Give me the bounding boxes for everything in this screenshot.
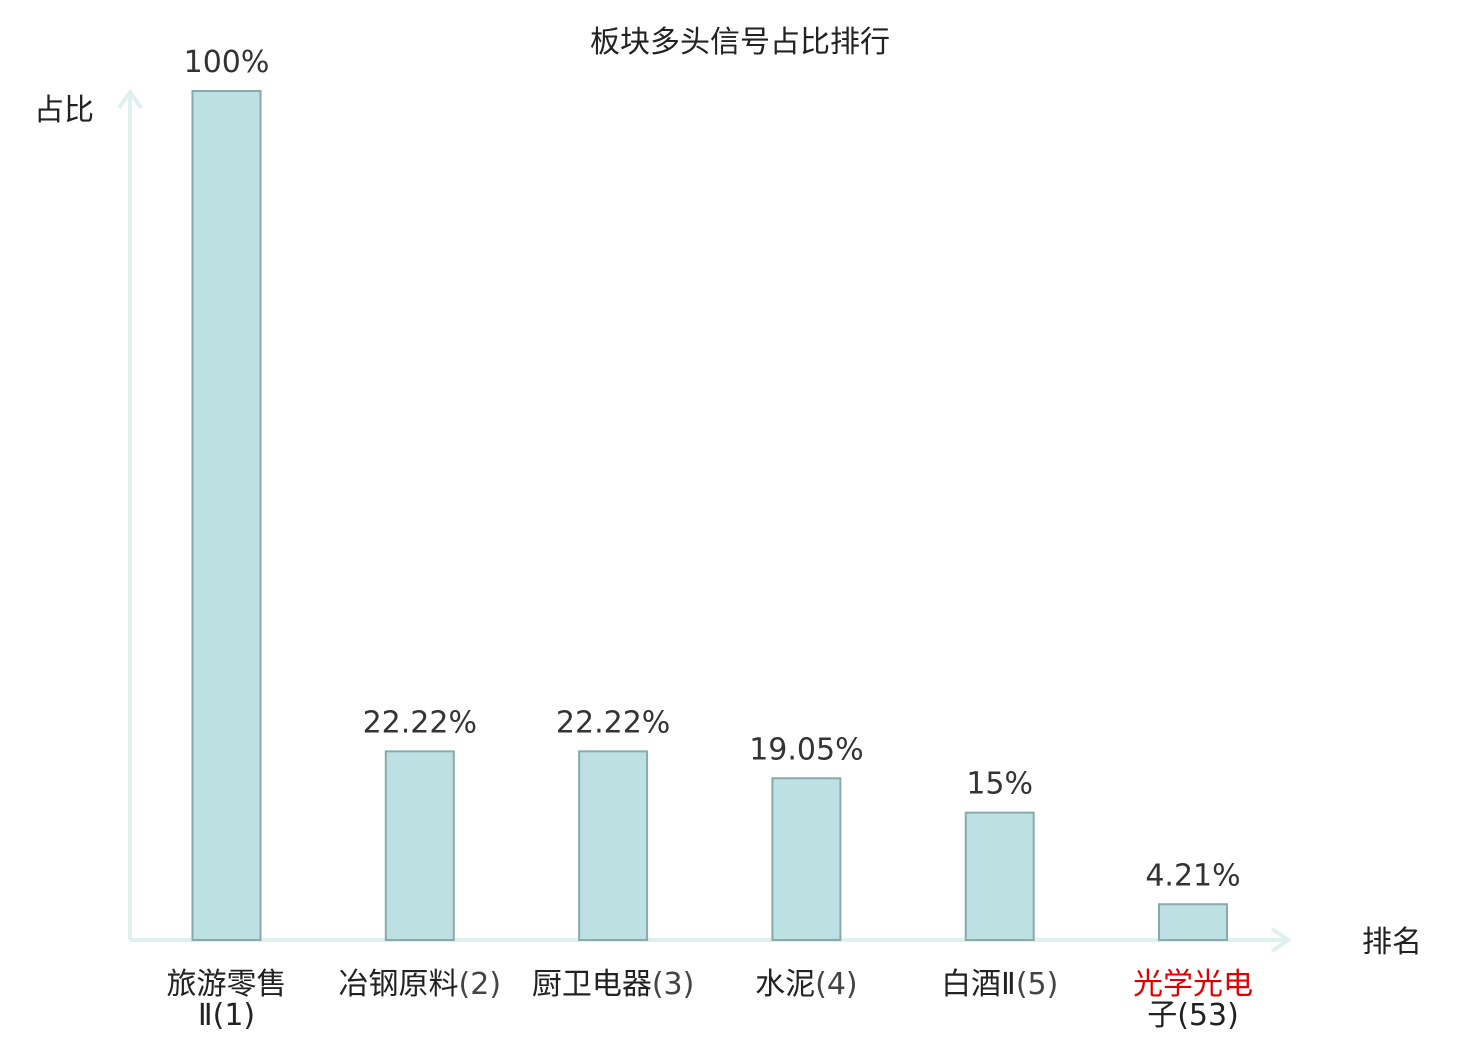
bar xyxy=(964,811,1035,942)
bars xyxy=(191,90,1228,942)
data-label: 19.05% xyxy=(749,732,863,767)
chart-title: 板块多头信号占比排行 xyxy=(590,25,890,60)
x-tick-label: 旅游零售 xyxy=(167,967,287,1002)
bar xyxy=(384,750,455,941)
bar xyxy=(771,777,842,941)
axes xyxy=(117,88,1292,953)
bar xyxy=(578,750,649,941)
x-axis-label: 排名 xyxy=(1362,925,1422,960)
data-label: 22.22% xyxy=(556,705,670,740)
data-label: 22.22% xyxy=(363,705,477,740)
data-label: 100% xyxy=(184,45,270,80)
data-label: 15% xyxy=(966,767,1033,802)
bar xyxy=(191,90,262,941)
bar xyxy=(1158,903,1228,941)
x-tick-label-line2: 子(53) xyxy=(1147,998,1239,1033)
data-label: 4.21% xyxy=(1145,858,1240,893)
x-tick-label: 白酒Ⅱ(5) xyxy=(941,967,1058,1002)
y-axis-arrow-icon xyxy=(117,88,143,110)
x-axis-arrow-icon xyxy=(1270,927,1292,953)
x-tick-label-line2: Ⅱ(1) xyxy=(198,998,255,1033)
y-axis-label: 占比 xyxy=(34,93,94,128)
x-tick-label: 光学光电 xyxy=(1133,967,1253,1002)
x-tick-label: 水泥(4) xyxy=(755,967,858,1002)
x-tick-label: 冶钢原料(2) xyxy=(339,967,502,1002)
value-labels: 100% 22.22% 22.22% 19.05% 15% 4.21% xyxy=(184,45,1241,893)
x-tick-label: 厨卫电器(3) xyxy=(532,967,695,1002)
